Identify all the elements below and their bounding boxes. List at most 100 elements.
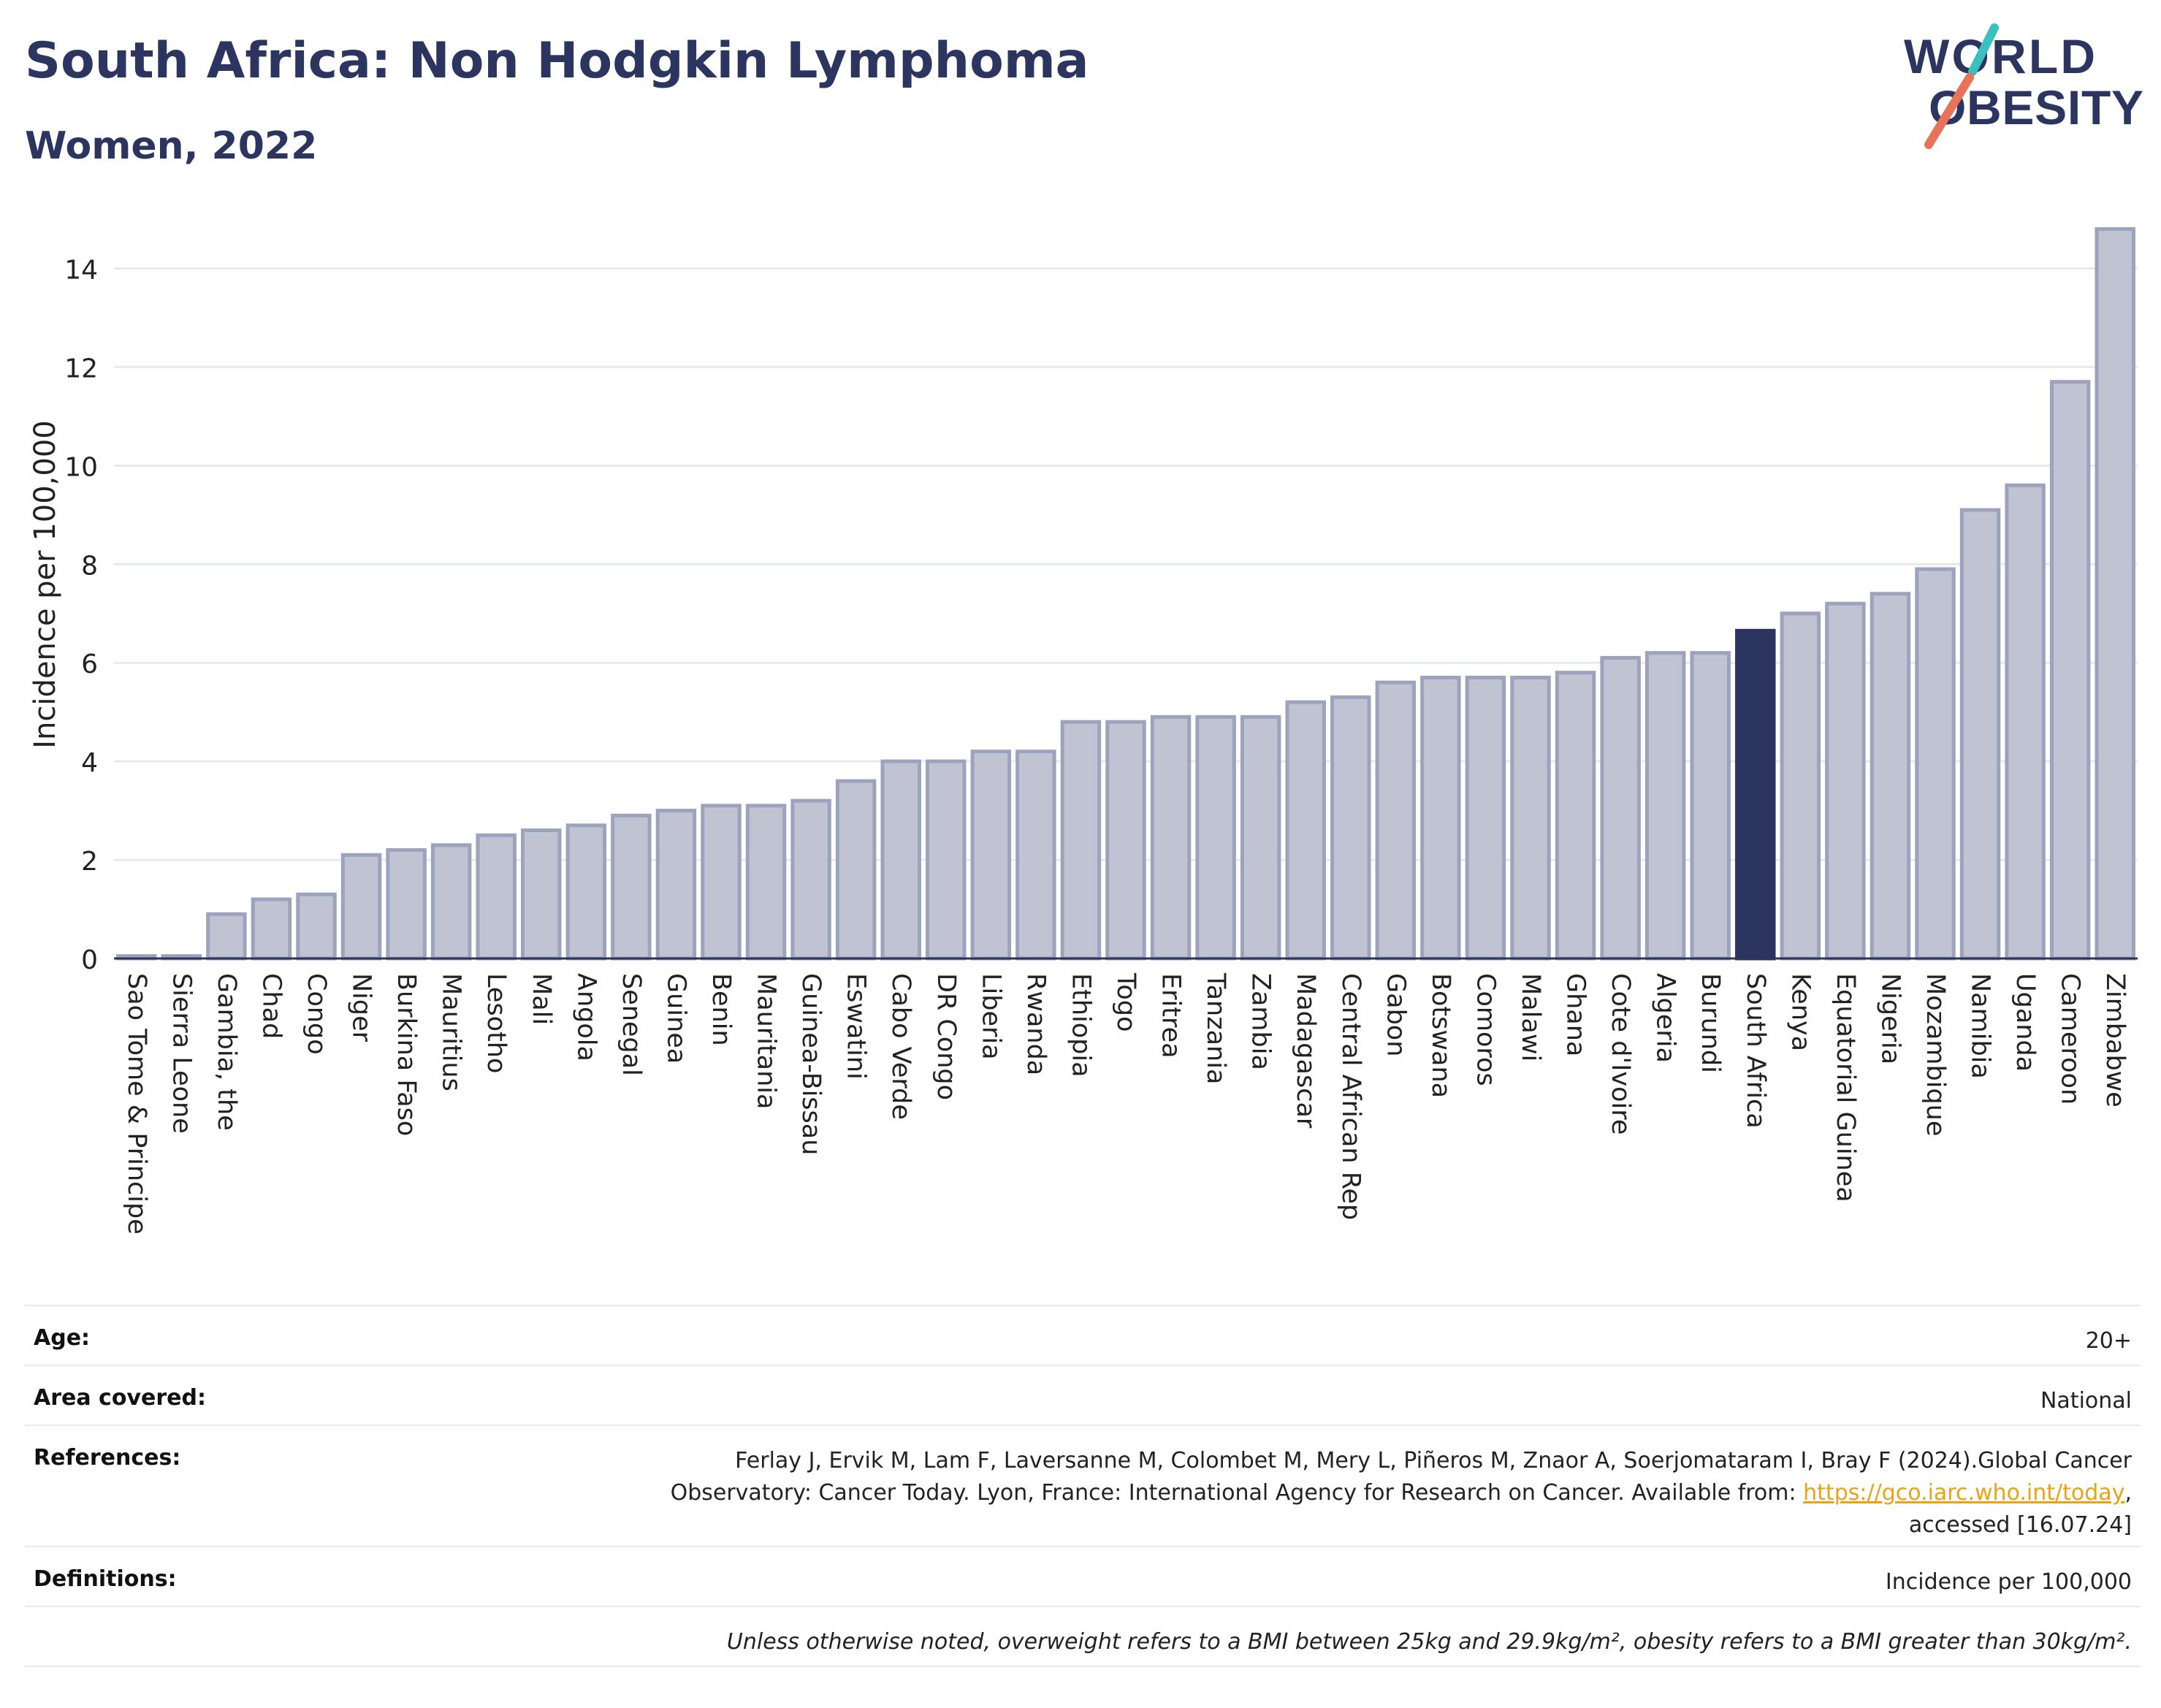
- x-tick-label: Burkina Faso: [392, 973, 421, 1136]
- bar: [1465, 675, 1506, 961]
- meta-row-age: Age: 20+: [25, 1305, 2141, 1365]
- references-text-2: Observatory: Cancer Today. Lyon, France:…: [670, 1480, 1804, 1506]
- bar: [1915, 567, 1956, 961]
- x-tick-label: Algeria: [1651, 973, 1680, 1063]
- x-tick-label: Congo: [302, 973, 331, 1055]
- definitions-value: Incidence per 100,000: [1885, 1569, 2132, 1595]
- y-tick-label: 12: [64, 354, 98, 384]
- page-title: South Africa: Non Hodgkin Lymphoma: [25, 32, 1089, 90]
- logo-slash-teal: [1968, 23, 1999, 76]
- x-tick-label: Cabo Verde: [886, 973, 915, 1120]
- x-tick-label: Angola: [571, 973, 601, 1061]
- bar: [790, 798, 831, 961]
- x-tick-label: Uganda: [2011, 973, 2040, 1072]
- bar: [1690, 651, 1731, 961]
- y-tick-label: 10: [64, 452, 98, 482]
- references-text-3: ,: [2124, 1480, 2132, 1506]
- bar: [386, 848, 427, 961]
- bar: [655, 809, 697, 961]
- x-tick-label: Namibia: [1966, 973, 1995, 1079]
- y-tick-label: 0: [81, 945, 98, 975]
- bar-chart: 0 2 4 6 8 10 12 14 Sao Tome & Principe Sierra Leo…: [64, 226, 2138, 1235]
- y-tick-label: 6: [81, 649, 98, 679]
- x-tick-label: Senegal: [617, 973, 646, 1076]
- x-tick-label: Zimbabwe: [2100, 973, 2130, 1107]
- x-tick-label: Mozambique: [1921, 973, 1950, 1136]
- references-value: Ferlay J, Ervik M, Lam F, Laversanne M, …: [671, 1445, 2132, 1541]
- bar: [611, 813, 652, 961]
- x-tick-label: Mali: [527, 973, 556, 1025]
- area-value: National: [2040, 1388, 2132, 1414]
- bar: [1555, 671, 1596, 961]
- meta-row-definitions: Definitions: Incidence per 100,000: [25, 1546, 2141, 1606]
- x-tick-label: Comoros: [1471, 973, 1500, 1086]
- x-tick-label: Mauritius: [437, 973, 466, 1091]
- bar: [1240, 714, 1281, 961]
- x-tick-label: Ghana: [1561, 973, 1590, 1056]
- x-tick-label: Mauritania: [752, 973, 781, 1109]
- y-tick-label: 14: [64, 255, 98, 285]
- bar: [1780, 611, 1821, 961]
- age-label: Age:: [34, 1325, 91, 1351]
- bar: [1105, 720, 1146, 961]
- references-link[interactable]: https://gco.iarc.who.int/today: [1803, 1480, 2125, 1506]
- bar: [835, 779, 877, 961]
- x-tick-label: Ethiopia: [1066, 973, 1095, 1078]
- bar: [1825, 601, 1866, 961]
- x-tick-label: Cote d'Ivoire: [1606, 973, 1635, 1135]
- x-tick-label: Eritrea: [1156, 973, 1186, 1059]
- bar: [1195, 714, 1236, 961]
- bar: [1375, 680, 1417, 961]
- bar: [880, 759, 921, 961]
- references-text-4: accessed [16.07.24]: [1908, 1512, 2132, 1538]
- world-obesity-logo: WORLD OBESITY: [1904, 23, 2143, 149]
- bar: [701, 804, 742, 961]
- bar: [296, 892, 337, 961]
- x-tick-label: Lesotho: [481, 973, 511, 1073]
- bar: [340, 853, 382, 961]
- x-tick-label: Botswana: [1426, 973, 1455, 1098]
- y-tick-label: 2: [81, 847, 98, 877]
- bar: [1285, 700, 1326, 961]
- x-tick-label: Rwanda: [1021, 973, 1051, 1075]
- bar: [521, 828, 562, 961]
- bar: [1330, 695, 1371, 961]
- x-tick-label: Guinea: [661, 973, 690, 1064]
- x-tick-label: Madagascar: [1291, 973, 1320, 1129]
- bar: [1600, 655, 1641, 961]
- x-tick-label: Niger: [347, 973, 376, 1042]
- age-value: 20+: [2085, 1328, 2132, 1354]
- x-tick-label: Burundi: [1696, 973, 1725, 1073]
- bar: [745, 804, 787, 961]
- x-tick-label: Nigeria: [1875, 973, 1905, 1064]
- bar: [1870, 592, 1911, 961]
- bar: [1420, 675, 1461, 961]
- x-tick-label: Togo: [1111, 972, 1140, 1032]
- bar: [926, 759, 967, 961]
- x-tick-label: Sao Tome & Principe: [122, 973, 151, 1235]
- bar: [970, 750, 1012, 961]
- page-subtitle: Women, 2022: [25, 124, 318, 168]
- bar: [1959, 508, 2001, 961]
- x-tick-label: Central African Rep: [1336, 973, 1365, 1220]
- logo-line-1: WORLD: [1904, 29, 2095, 83]
- x-tick-label: DR Congo: [931, 973, 961, 1100]
- bar: [565, 823, 607, 961]
- y-tick-label: 4: [81, 748, 98, 778]
- x-tick-label: Gambia, the: [212, 973, 241, 1131]
- bmi-note: Unless otherwise noted, overweight refer…: [726, 1629, 2132, 1655]
- area-label: Area covered:: [34, 1385, 206, 1411]
- bar: [1150, 714, 1192, 961]
- bar: [476, 833, 517, 961]
- references-label: References:: [34, 1445, 181, 1471]
- bar: [206, 912, 247, 961]
- references-text-1: Ferlay J, Ervik M, Lam F, Laversanne M, …: [735, 1448, 2132, 1473]
- bar: [1735, 628, 1776, 961]
- x-tick-label: Cameroon: [2056, 973, 2085, 1105]
- bar: [2005, 483, 2046, 961]
- bar: [1510, 675, 1551, 961]
- bar: [2049, 380, 2091, 961]
- meta-row-note: Unless otherwise noted, overweight refer…: [25, 1606, 2141, 1667]
- x-tick-label: Chad: [256, 973, 286, 1039]
- bar: [251, 897, 292, 961]
